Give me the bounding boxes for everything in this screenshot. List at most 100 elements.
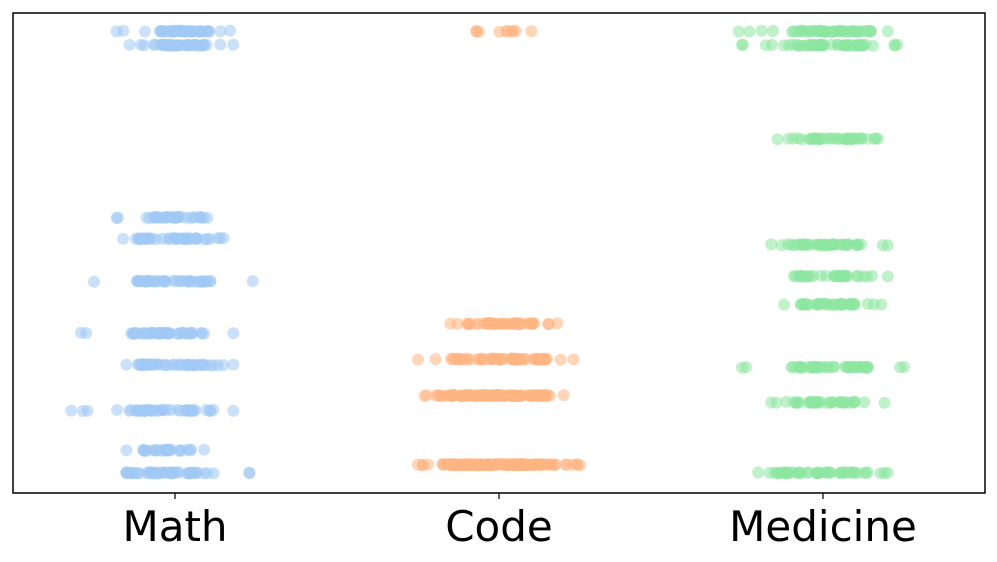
point-math-band2-31 xyxy=(169,212,182,225)
point-code-band1-43 xyxy=(542,318,555,330)
point-math-band4-38 xyxy=(173,275,186,288)
point-medicine-band2-26 xyxy=(828,132,841,145)
point-math-band8-1 xyxy=(198,443,211,456)
point-medicine-band7-31 xyxy=(849,395,861,408)
point-code-band0-7 xyxy=(500,25,513,38)
point-medicine-band0-1 xyxy=(881,25,894,38)
point-math-band2-28 xyxy=(195,211,208,224)
point-medicine-band2-0 xyxy=(771,133,784,146)
point-code-band4-151 xyxy=(506,458,519,471)
point-math-band7-45 xyxy=(145,404,158,417)
point-code-band0-8 xyxy=(470,25,483,38)
point-medicine-band6-40 xyxy=(790,361,803,374)
point-medicine-band1-47 xyxy=(778,39,790,52)
point-medicine-band4-25 xyxy=(789,270,802,283)
point-math-band3-39 xyxy=(146,232,159,245)
point-medicine-band5-33 xyxy=(825,298,838,311)
point-math-band1-0 xyxy=(123,38,136,51)
point-code-band0-9 xyxy=(509,25,522,37)
point-medicine-band2-25 xyxy=(792,132,805,145)
point-math-band2-30 xyxy=(150,211,163,224)
point-medicine-band0-41 xyxy=(755,24,768,37)
point-math-band6-40 xyxy=(161,359,174,372)
point-math-band4-40 xyxy=(140,275,153,288)
point-math-band1-1 xyxy=(227,38,240,51)
point-code-band1-44 xyxy=(489,317,502,330)
point-medicine-band3-33 xyxy=(852,238,864,251)
point-math-band9-43 xyxy=(129,467,142,480)
point-math-band3-37 xyxy=(191,232,204,245)
point-medicine-band4-28 xyxy=(828,270,841,282)
point-code-band3-1 xyxy=(557,389,570,402)
point-medicine-band8-26 xyxy=(878,467,891,480)
point-medicine-band0-0 xyxy=(732,25,745,38)
point-medicine-band7-21 xyxy=(840,396,852,409)
point-medicine-band3-40 xyxy=(821,238,833,251)
point-medicine-band6-10 xyxy=(894,361,906,374)
point-math-band7-38 xyxy=(81,404,94,417)
point-medicine-band0-38 xyxy=(864,25,877,38)
point-code-band2-48 xyxy=(554,353,567,366)
point-code-band2-6 xyxy=(429,353,442,366)
point-math-band9-7 xyxy=(207,467,220,480)
point-medicine-band7-13 xyxy=(770,396,783,409)
point-math-band2-18 xyxy=(184,211,197,224)
point-medicine-band1-38 xyxy=(841,38,854,51)
point-medicine-band3-0 xyxy=(765,238,778,251)
point-medicine-band6-45 xyxy=(855,360,867,373)
point-math-band1-38 xyxy=(167,39,180,52)
point-medicine-band2-36 xyxy=(861,132,874,145)
point-medicine-band1-4 xyxy=(736,38,749,51)
point-math-band7-44 xyxy=(204,405,217,417)
point-medicine-band7-32 xyxy=(809,396,822,409)
point-math-band8-0 xyxy=(120,444,133,457)
point-code-band3-65 xyxy=(420,389,433,402)
point-math-band0-38 xyxy=(138,25,151,38)
point-code-band3-121 xyxy=(470,389,483,402)
point-medicine-band5-36 xyxy=(846,298,859,311)
point-math-band0-39 xyxy=(171,25,184,38)
point-code-band2-61 xyxy=(508,353,521,366)
point-math-band0-18 xyxy=(203,25,216,38)
x-tick-label-medicine: Medicine xyxy=(729,502,917,551)
point-medicine-band8-37 xyxy=(824,466,837,479)
point-code-band3-110 xyxy=(434,389,447,402)
point-medicine-band5-34 xyxy=(798,298,811,311)
point-math-band2-12 xyxy=(111,211,124,224)
point-math-band0-40 xyxy=(185,25,198,38)
point-math-band1-37 xyxy=(181,39,194,52)
point-code-band3-118 xyxy=(527,389,540,402)
point-math-band8-24 xyxy=(140,444,152,457)
point-medicine-band5-12 xyxy=(861,298,874,310)
point-medicine-band0-36 xyxy=(787,25,800,38)
point-code-band1-42 xyxy=(451,317,464,330)
point-math-band5-46 xyxy=(159,327,171,340)
point-math-band7-43 xyxy=(129,404,142,417)
point-medicine-band8-0 xyxy=(752,466,765,479)
point-math-band7-1 xyxy=(227,404,240,417)
point-code-band2-53 xyxy=(492,353,505,366)
point-math-band1-6 xyxy=(214,38,227,51)
point-medicine-band2-30 xyxy=(812,133,825,146)
point-code-band0-1 xyxy=(525,25,538,38)
point-medicine-band0-43 xyxy=(743,25,756,38)
point-medicine-band3-36 xyxy=(830,238,843,251)
point-math-band3-0 xyxy=(117,232,130,245)
point-medicine-band0-26 xyxy=(767,25,779,37)
point-medicine-band8-43 xyxy=(858,466,871,479)
point-code-band4-145 xyxy=(544,458,557,471)
point-code-band3-103 xyxy=(455,390,468,403)
point-medicine-band4-1 xyxy=(881,270,894,283)
point-medicine-band6-20 xyxy=(839,360,852,373)
point-math-band6-38 xyxy=(135,358,148,371)
data-points-layer xyxy=(65,24,910,480)
point-medicine-band6-46 xyxy=(808,361,821,374)
point-code-band4-141 xyxy=(485,459,498,472)
point-math-band9-20 xyxy=(243,466,256,479)
point-code-band4-147 xyxy=(566,458,579,471)
point-medicine-band6-44 xyxy=(823,361,836,374)
point-medicine-band8-38 xyxy=(792,466,805,479)
point-code-band2-0 xyxy=(412,353,424,366)
point-medicine-band4-26 xyxy=(839,270,852,283)
